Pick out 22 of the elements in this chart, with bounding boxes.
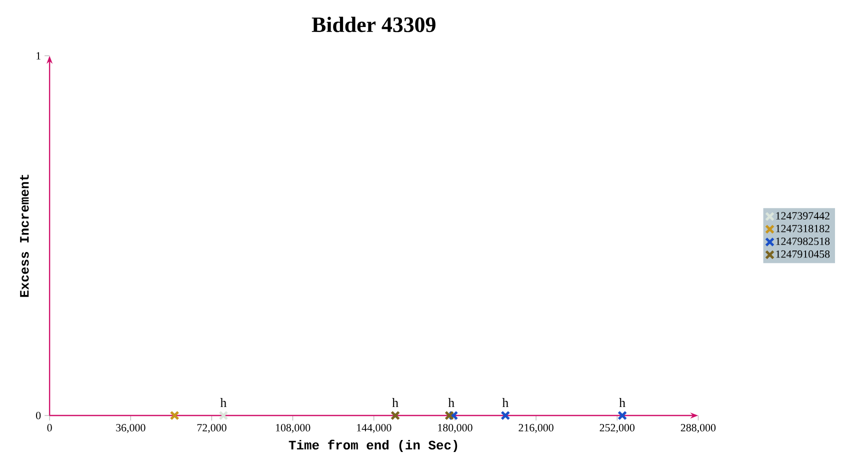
x-tick-label: 108,000 (276, 424, 310, 433)
chart-title: Bidder 43309 (312, 16, 436, 32)
x-tick-label: 36,000 (116, 424, 146, 433)
y-axis-title: Excess Increment (20, 174, 29, 297)
annotation: h (220, 398, 227, 407)
x-tick-label: 144,000 (357, 424, 392, 433)
x-tick-label: 180,000 (438, 424, 472, 433)
legend-label: 1247910458 (776, 250, 830, 258)
annotation: h (392, 398, 398, 407)
x-tick-label: 252,000 (600, 424, 634, 433)
annotation: h (619, 398, 626, 407)
legend-label: 1247982518 (776, 238, 830, 245)
x-tick-label: 72,000 (197, 424, 226, 433)
legend-label: 1247397442 (776, 212, 830, 220)
annotation: h (448, 398, 454, 407)
legend-label: 1247318182 (776, 224, 830, 232)
y-tick-label: 1 (36, 52, 40, 60)
x-axis-title: Time from end (in Sec) (288, 440, 458, 452)
x-tick-label: 0 (47, 424, 52, 432)
x-tick-label: 216,000 (518, 424, 554, 433)
annotation: h (502, 398, 508, 407)
x-tick-label: 288,000 (680, 424, 716, 433)
